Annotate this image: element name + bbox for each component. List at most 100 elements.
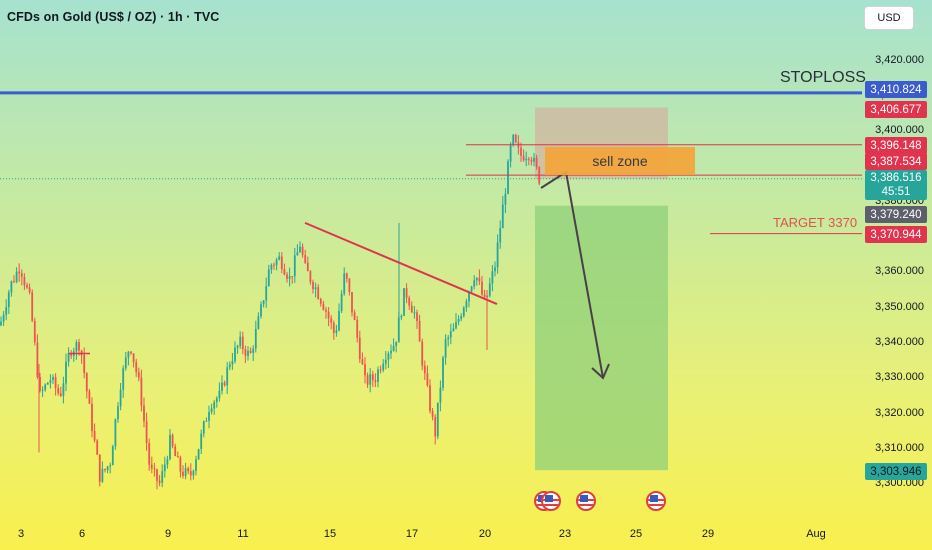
y-tick-label: 3,400.000 [875,124,924,137]
candle-body [322,303,325,310]
candle-body [88,391,91,404]
candle-body [140,377,143,406]
candle-body [392,345,395,351]
candle-body [132,353,135,363]
candle-body [377,369,379,382]
candle-body [426,373,429,386]
us-flag-icon[interactable] [541,491,561,511]
last-price-value: 3,386.516 [870,172,922,184]
candle-body [460,316,463,320]
candle-body [512,134,515,145]
candle-body [26,285,28,288]
candles [0,133,541,490]
x-tick-label: 17 [405,528,419,540]
candle-body [85,373,88,392]
candle-body [234,347,236,362]
candle-body [390,350,392,354]
candle-body [213,402,216,409]
candle-body [0,321,2,326]
candle-body [293,255,296,277]
stoploss-label: STOPLOSS [780,69,866,86]
candle-body [429,385,431,412]
candle-body [241,336,244,350]
x-tick-label: 3 [17,528,25,540]
candle-body [257,316,260,329]
candle-body [93,431,96,441]
candle-body [509,144,512,162]
candle-body [2,314,5,322]
candle-body [192,470,195,476]
candle-body [332,322,335,333]
currency-button[interactable]: USD [864,6,914,30]
candle-body [470,286,473,292]
candle-body [179,457,182,472]
y-tick-label: 3,350.000 [875,300,924,313]
candle-body [65,361,67,384]
candle-body [176,456,179,458]
candle-body [309,271,312,282]
candle-body [150,464,153,469]
candle-body [364,364,366,376]
candle-body [46,382,49,385]
candle-body [496,242,499,268]
candle-body [145,421,148,443]
candle-body [249,350,252,353]
candle-body [473,280,476,287]
candle-body [405,288,408,298]
y-tick-label: 3,300.000 [875,477,924,490]
candle-body [280,256,283,270]
candle-body [520,147,522,156]
candle-body [75,342,78,352]
candle-body [169,434,171,460]
candle-body [491,271,494,284]
candle-body [384,359,387,364]
candle-body [226,367,229,386]
candle-body [525,158,528,161]
candle-body [283,269,286,275]
candle-body [163,464,166,472]
candle-body [483,294,486,298]
candle-body [338,310,340,331]
candle-body [221,382,223,391]
candle-body [418,321,421,342]
target-label: TARGET 3370 [773,215,858,230]
candle-body [109,465,112,467]
arrow-head [591,363,610,380]
us-flag-icon[interactable] [576,491,596,511]
candle-body [31,292,34,321]
candle-body [348,278,351,292]
sell-zone-box[interactable]: sell zone [545,147,695,175]
candle-body [96,440,99,455]
candle-body [119,389,122,407]
candle-body [215,398,218,403]
candle-body [208,412,210,421]
candle-body [299,246,301,253]
candle-body [475,277,478,281]
candle-body [106,466,109,471]
candle-body [41,389,44,391]
candle-body [416,312,418,322]
candle-body [358,337,361,360]
x-tick-label: 6 [78,528,86,540]
candle-body [28,287,31,293]
candle-body [49,380,52,383]
price-tag-high: 3,406.677 [865,101,927,118]
candle-body [244,349,247,356]
us-flag-icon[interactable] [646,491,666,511]
candle-body [156,469,158,481]
sell-zone-label: sell zone [592,153,648,169]
y-tick-label: 3,310.000 [875,441,924,454]
candle-body [501,204,504,229]
candle-body [210,408,213,413]
candle-body [39,377,41,391]
candle-body [182,471,184,476]
candle-body [148,442,151,465]
candle-body [158,480,161,483]
candle-body [44,384,47,390]
x-tick-label: 20 [478,528,492,540]
candle-body [434,416,437,437]
candle-body [462,307,465,317]
candle-body [296,252,299,256]
